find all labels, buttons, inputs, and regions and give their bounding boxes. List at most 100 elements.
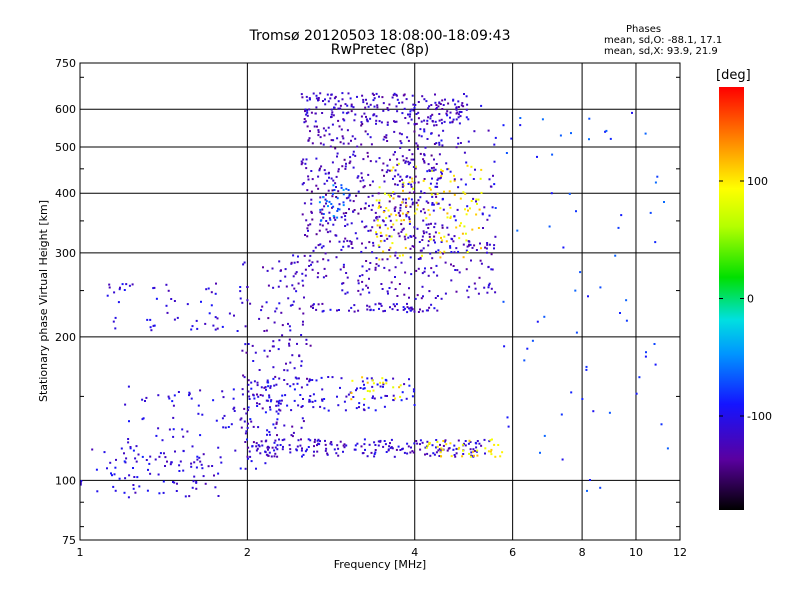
data-point: [371, 251, 374, 254]
data-point: [378, 226, 381, 229]
data-point: [124, 403, 127, 406]
data-point: [428, 105, 431, 108]
data-point: [281, 394, 284, 397]
data-point: [388, 269, 391, 272]
data-point: [248, 398, 251, 400]
data-point: [436, 445, 439, 448]
data-point: [561, 458, 564, 461]
data-point: [131, 283, 134, 286]
data-point: [350, 243, 353, 245]
data-point: [328, 176, 330, 179]
data-point: [176, 482, 178, 485]
data-point: [318, 443, 321, 446]
data-point: [489, 439, 492, 442]
data-point: [210, 291, 213, 294]
data-point: [252, 441, 255, 444]
data-point: [413, 226, 416, 229]
data-point: [241, 349, 244, 352]
data-point: [272, 377, 275, 380]
data-point: [457, 116, 460, 119]
data-point: [188, 394, 190, 397]
data-point: [217, 495, 220, 497]
data-point: [399, 449, 402, 451]
data-point: [239, 467, 242, 470]
data-point: [349, 160, 352, 163]
data-point: [359, 180, 362, 183]
data-point: [283, 424, 286, 427]
data-point: [198, 456, 201, 459]
data-point: [468, 439, 471, 442]
data-point: [438, 455, 441, 457]
data-point: [271, 446, 274, 449]
data-point: [408, 149, 411, 151]
data-point: [132, 467, 134, 469]
data-point: [457, 186, 460, 189]
data-point: [442, 129, 445, 132]
data-point: [373, 113, 376, 116]
data-point: [408, 181, 411, 184]
data-point: [246, 286, 249, 288]
data-point: [369, 117, 372, 120]
data-point: [382, 102, 385, 105]
data-point: [501, 451, 504, 454]
data-point: [304, 162, 307, 165]
data-point: [419, 448, 422, 451]
data-point: [350, 103, 353, 106]
data-point: [196, 458, 199, 461]
data-point: [490, 287, 493, 290]
data-point: [404, 271, 407, 274]
data-point: [155, 297, 158, 300]
data-point: [396, 257, 399, 260]
data-point: [358, 402, 361, 405]
data-point: [412, 158, 415, 161]
data-point: [379, 224, 382, 227]
data-point: [292, 275, 295, 278]
data-point: [223, 414, 226, 417]
data-point: [418, 134, 421, 137]
data-point: [268, 451, 271, 454]
data-point: [453, 235, 456, 238]
data-point: [267, 454, 270, 457]
data-point: [345, 197, 348, 200]
data-point: [265, 399, 268, 402]
data-point: [289, 361, 292, 364]
data-point: [444, 440, 446, 443]
data-point: [96, 490, 99, 493]
data-point: [310, 190, 313, 193]
data-point: [468, 240, 471, 243]
data-point: [290, 409, 293, 412]
data-point: [313, 125, 316, 128]
data-point: [210, 304, 213, 307]
data-point: [432, 452, 435, 455]
data-point: [355, 407, 358, 410]
data-point: [315, 233, 318, 236]
data-point: [336, 197, 339, 200]
data-point: [337, 454, 340, 457]
data-point: [268, 394, 271, 397]
data-point: [409, 306, 412, 309]
data-point: [408, 115, 411, 118]
data-point: [354, 232, 357, 235]
data-point: [190, 397, 193, 400]
data-point: [415, 269, 418, 272]
data-point: [301, 323, 304, 326]
data-point: [188, 392, 191, 395]
data-point: [510, 137, 513, 140]
data-point: [261, 407, 264, 410]
scatter-points: [79, 92, 669, 499]
data-point: [464, 440, 467, 442]
data-point: [247, 390, 250, 393]
data-point: [413, 404, 416, 406]
data-point: [243, 420, 246, 423]
data-point: [338, 203, 341, 206]
data-point: [173, 394, 176, 397]
data-point: [257, 426, 260, 429]
data-point: [362, 98, 365, 101]
data-point: [392, 394, 395, 397]
data-point: [443, 190, 445, 193]
data-point: [412, 103, 415, 106]
data-point: [277, 285, 280, 288]
data-point: [413, 310, 416, 313]
data-point: [310, 210, 313, 213]
